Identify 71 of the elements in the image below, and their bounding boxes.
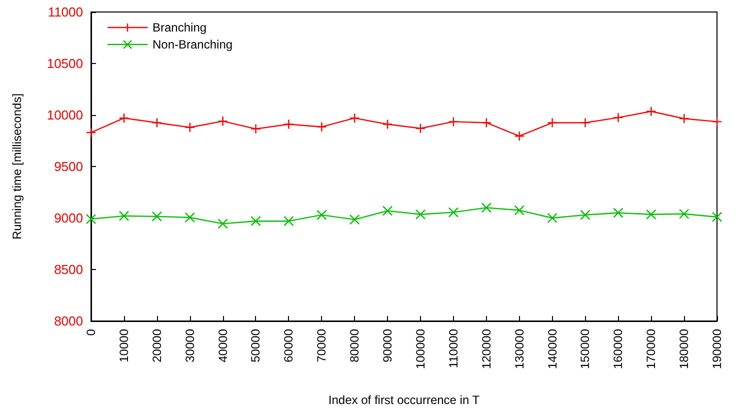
legend-label: Non-Branching xyxy=(152,38,233,52)
point xyxy=(481,202,492,213)
y-tick-label: 10000 xyxy=(46,108,83,122)
x-tick-label: 110000 xyxy=(446,328,460,368)
x-tick-label: 60000 xyxy=(282,328,296,362)
point xyxy=(678,114,690,124)
point xyxy=(415,209,426,220)
point xyxy=(316,210,327,220)
point xyxy=(580,210,590,220)
point xyxy=(382,206,393,216)
point xyxy=(118,210,130,222)
point xyxy=(613,208,624,218)
legend-label: Branching xyxy=(152,20,207,34)
point xyxy=(514,205,524,216)
point xyxy=(118,112,130,124)
y-tick-label: 10500 xyxy=(46,56,83,71)
x-tick-label: 150000 xyxy=(578,328,592,370)
y-axis-title: Running time [milliseconds] xyxy=(10,93,24,240)
x-tick-label: 180000 xyxy=(677,328,692,370)
x-tick-label: 50000 xyxy=(248,328,263,362)
point xyxy=(514,131,524,142)
point xyxy=(547,118,558,128)
y-tick-label: 11000 xyxy=(48,4,83,20)
x-tick-label: 70000 xyxy=(314,328,329,362)
y-tick-label: 9000 xyxy=(54,210,83,226)
point xyxy=(284,216,294,226)
point xyxy=(218,218,228,229)
point xyxy=(448,116,459,127)
point xyxy=(349,214,360,225)
point xyxy=(646,209,656,220)
point xyxy=(152,118,162,128)
y-tick-label: 8500 xyxy=(54,262,83,277)
y-tick-label: 8000 xyxy=(54,314,83,328)
point xyxy=(712,116,722,127)
point xyxy=(646,106,656,116)
x-tick-label: 120000 xyxy=(479,328,494,370)
x-tick-label: 160000 xyxy=(611,328,626,370)
point xyxy=(382,119,393,130)
x-tick-label: 130000 xyxy=(512,328,526,370)
point xyxy=(86,214,96,224)
point xyxy=(448,207,459,218)
x-tick-label: 30000 xyxy=(182,328,197,362)
y-tick-label: 9500 xyxy=(54,159,83,174)
point xyxy=(678,208,690,219)
x-tick-label: 10000 xyxy=(116,328,131,362)
point xyxy=(580,118,590,128)
point xyxy=(218,116,228,126)
point xyxy=(184,212,195,223)
x-tick-label: 170000 xyxy=(644,328,658,370)
x-tick-label: 100000 xyxy=(413,328,428,370)
point xyxy=(349,112,360,124)
x-tick-label: 40000 xyxy=(216,328,230,362)
point xyxy=(415,123,426,134)
point xyxy=(316,122,327,132)
point xyxy=(86,127,96,138)
x-tick-label: 0 xyxy=(84,328,98,336)
point xyxy=(712,212,722,222)
point xyxy=(152,211,162,222)
point xyxy=(481,118,492,128)
point xyxy=(284,119,294,130)
point xyxy=(613,112,624,123)
point xyxy=(250,216,261,226)
x-tick-label: 190000 xyxy=(710,328,724,370)
x-tick-label: 90000 xyxy=(380,328,395,362)
point xyxy=(250,124,261,134)
x-tick-label: 20000 xyxy=(150,328,164,362)
point xyxy=(184,122,195,132)
x-axis-title: Index of first occurrence in T xyxy=(328,393,480,407)
x-tick-label: 140000 xyxy=(545,328,560,370)
x-tick-label: 80000 xyxy=(348,328,362,362)
point xyxy=(547,212,558,224)
